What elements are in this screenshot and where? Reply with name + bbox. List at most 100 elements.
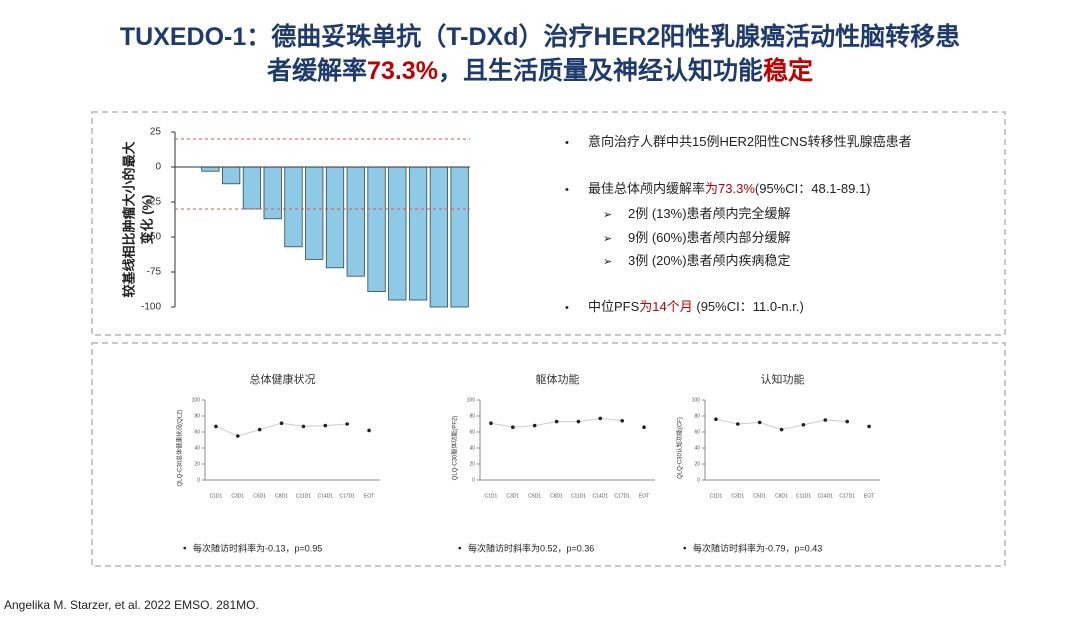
text-segment: 中位PFS [588, 299, 640, 314]
text-segment: 意向治疗人群中共15例HER2阳性CNS转移性乳腺癌患者 [588, 134, 912, 149]
data-point [301, 424, 306, 429]
y-tick-label: 100 [192, 397, 201, 403]
note-dot: • [458, 544, 462, 555]
y-tick-label: 0 [472, 477, 475, 483]
data-point [236, 434, 240, 438]
bar [367, 166, 386, 292]
y-tick-label: -75 [147, 267, 162, 278]
data-point [845, 419, 849, 424]
chart-title: 躯体功能 [536, 372, 580, 386]
slope-note: 每次随访时斜率为-0.13，p=0.95 [193, 542, 322, 553]
data-point [367, 428, 371, 433]
trend-line [215, 422, 348, 437]
bar [325, 166, 345, 269]
bar [242, 166, 262, 210]
data-point [511, 425, 515, 430]
bar [263, 166, 282, 220]
data-point [823, 418, 828, 422]
data-point [779, 427, 784, 432]
chart-title: 认知功能 [761, 372, 805, 386]
bullet-text: 9例 (60%)患者颅内部分缓解 [628, 230, 791, 245]
data-point [323, 423, 328, 428]
y-axis-label: 较基线相比肿瘤大小的最大 [121, 141, 136, 297]
data-point [257, 427, 262, 432]
x-tick-label: C8D1 [275, 493, 288, 499]
y-axis-label: 变化 (%) [139, 195, 154, 245]
note-dot: • [183, 544, 187, 555]
text-segment: 为73.3% [705, 181, 755, 196]
text-segment: 最佳总体颅内缓解率 [588, 181, 705, 196]
y-tick-label: 80 [469, 413, 475, 419]
y-axis-label: QLQ-C30躯体功能(PF2) [451, 416, 459, 481]
slide-title: 者缓解率73.3%，且生活质量及神经认知功能稳定 [267, 56, 813, 85]
x-tick-label: C1D1 [485, 493, 498, 499]
bullet-dot: • [565, 137, 569, 149]
y-tick-label: 80 [694, 413, 700, 419]
text-segment: 稳定 [763, 56, 813, 85]
x-tick-label: C17D1 [339, 493, 355, 499]
chart-title: 总体健康状况 [250, 372, 316, 386]
citation: Angelika M. Starzer, et al. 2022 EMSO. 2… [4, 598, 259, 612]
bar [346, 166, 365, 277]
y-tick-label: 100 [467, 397, 476, 403]
x-tick-label: C14D1 [818, 493, 834, 499]
bottom-panel [91, 342, 1006, 567]
text-segment: ，且生活质量及神经认知功能 [438, 56, 763, 85]
bar [429, 166, 448, 308]
slope-note: 每次随访时斜率为-0.79，p=0.43 [693, 542, 822, 553]
text-segment: (95%CI：11.0-n.r.) [693, 299, 804, 314]
x-tick-label: C5D1 [528, 493, 541, 499]
y-axis-label: QLQ-C30总体健康状况(QL2) [176, 409, 184, 486]
bullet-text: 最佳总体颅内缓解率为73.3%(95%CI：48.1-89.1) [588, 181, 871, 196]
text-segment: 为14个月 [639, 299, 692, 314]
x-tick-label: EOT [364, 493, 374, 499]
x-tick-label: C3D1 [231, 493, 244, 499]
data-point [714, 417, 718, 422]
data-point [489, 421, 493, 426]
x-tick-label: C17D1 [839, 493, 855, 499]
text-segment: 73.3% [367, 57, 438, 85]
data-point [214, 424, 218, 429]
data-point [598, 416, 603, 421]
data-point [801, 423, 806, 427]
bullet-text: 3例 (20%)患者颅内疾病稳定 [628, 253, 791, 268]
y-tick-label: 0 [155, 162, 161, 173]
data-point [736, 422, 740, 426]
x-tick-label: C1D1 [210, 493, 223, 499]
bullet-dot: • [565, 184, 569, 196]
text-segment: 2例 (13%)患者颅内完全缓解 [628, 206, 791, 221]
data-point [554, 419, 559, 424]
top-panel [91, 111, 1006, 336]
y-tick-label: 20 [469, 461, 475, 467]
text-segment: 者缓解率 [267, 56, 367, 85]
x-tick-label: C17D1 [614, 493, 630, 499]
x-tick-label: C3D1 [731, 493, 744, 499]
bullet-text: 意向治疗人群中共15例HER2阳性CNS转移性乳腺癌患者 [588, 134, 912, 149]
y-tick-label: 100 [692, 397, 701, 403]
data-point [345, 422, 349, 426]
bar [201, 166, 220, 172]
y-tick-label: -25 [147, 197, 162, 208]
y-tick-label: 0 [697, 477, 700, 483]
x-tick-label: C5D1 [253, 493, 266, 499]
x-tick-label: C14D1 [318, 493, 334, 499]
bar [284, 166, 303, 248]
slide-title: TUXEDO-1：德曲妥珠单抗（T-DXd）治疗HER2阳性乳腺癌活动性脑转移患 [120, 22, 960, 51]
data-point [576, 419, 581, 424]
y-tick-label: 40 [469, 445, 475, 451]
y-tick-label: 20 [694, 461, 700, 467]
y-axis-label: QLQ-C30认知功能(CF) [676, 417, 684, 479]
data-point [867, 424, 871, 429]
x-tick-label: C5D1 [753, 493, 766, 499]
bar [222, 166, 241, 185]
data-point [620, 419, 624, 423]
y-tick-label: 60 [694, 429, 700, 435]
arrow-bullet: ➢ [603, 209, 612, 221]
y-tick-label: -100 [141, 302, 161, 313]
x-tick-label: C3D1 [506, 493, 519, 499]
data-point [279, 421, 284, 426]
bullet-text: 中位PFS为14个月 (95%CI：11.0-n.r.) [588, 299, 804, 314]
data-point [532, 423, 537, 428]
